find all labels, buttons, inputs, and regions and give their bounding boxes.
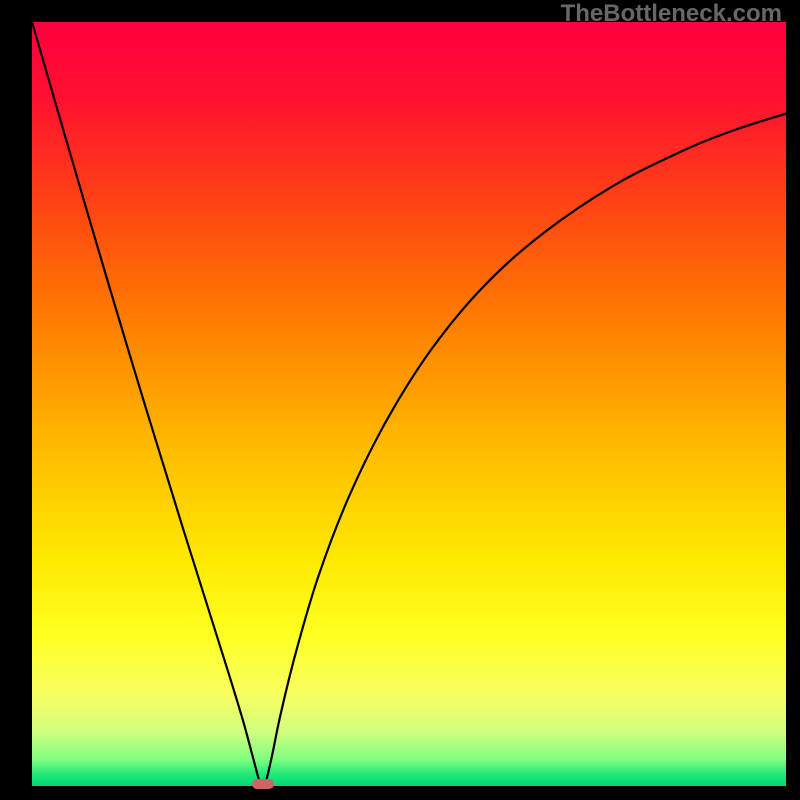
curve-right-branch bbox=[266, 114, 786, 783]
watermark-text: TheBottleneck.com bbox=[561, 0, 782, 28]
bottleneck-curve bbox=[32, 22, 786, 786]
minimum-marker bbox=[252, 779, 274, 789]
plot-area bbox=[32, 22, 786, 786]
chart-container: TheBottleneck.com bbox=[0, 0, 800, 800]
curve-left-branch bbox=[32, 22, 260, 783]
